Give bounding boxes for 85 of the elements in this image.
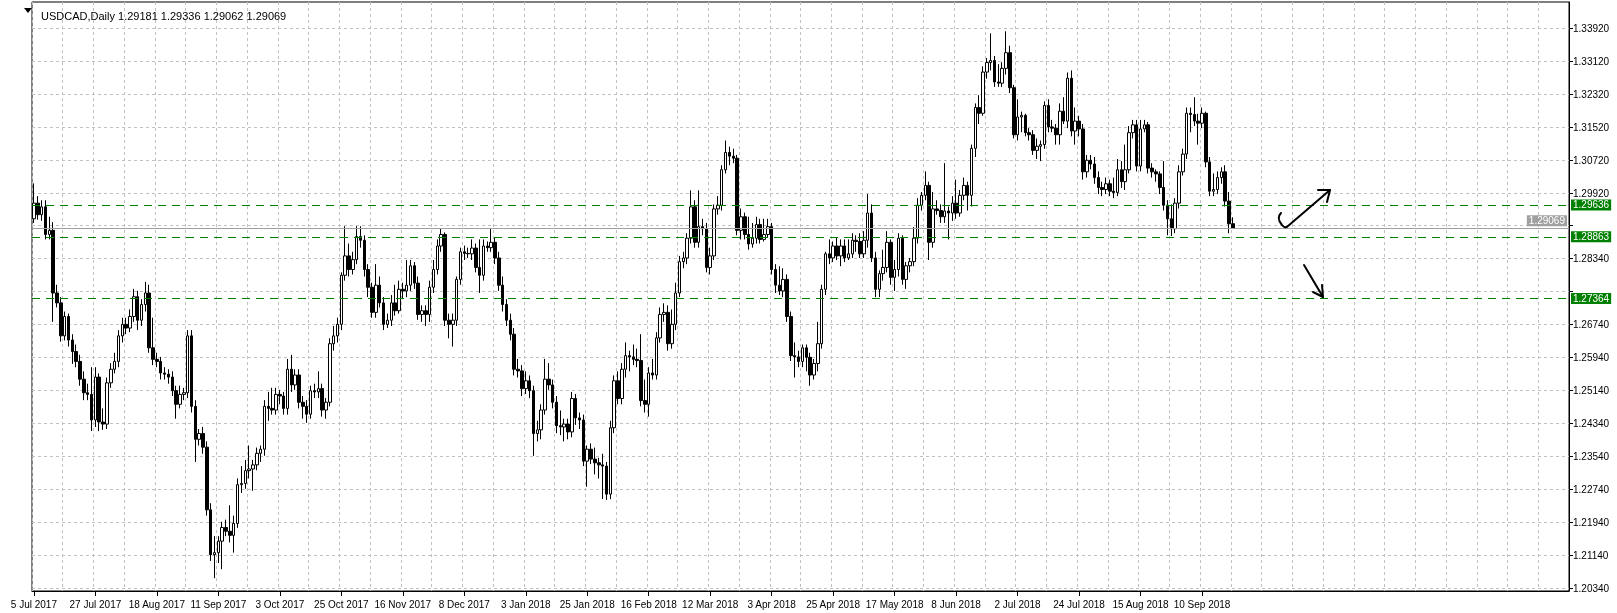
- x-tick-label: 24 Jul 2018: [1053, 598, 1106, 610]
- y-tick-label: 1.30720: [1573, 154, 1610, 166]
- y-tick-label: 1.32320: [1573, 88, 1610, 100]
- candlestick: [901, 234, 904, 286]
- x-tick-label: 15 Aug 2018: [1112, 598, 1170, 610]
- x-tick-label: 25 Apr 2018: [806, 598, 861, 610]
- candlestick: [94, 366, 97, 428]
- y-tick-label: 1.25940: [1573, 351, 1610, 363]
- y-tick-label: 1.22740: [1573, 483, 1610, 495]
- candlestick: [601, 453, 604, 500]
- candlestick: [851, 232, 854, 259]
- y-tick-label: 1.20340: [1573, 582, 1610, 594]
- candlestick: [801, 344, 804, 368]
- candlestick: [1031, 129, 1035, 156]
- x-tick-label: 16 Nov 2017: [374, 598, 432, 610]
- y-tick-label: 1.24340: [1573, 417, 1610, 429]
- candlestick: [51, 221, 55, 323]
- x-tick-label: 25 Jan 2018: [559, 598, 616, 610]
- candlestick: [758, 218, 762, 245]
- y-tick-label: 1.28340: [1573, 252, 1610, 264]
- x-tick-label: 17 May 2018: [865, 598, 924, 610]
- x-tick-label: 11 Sep 2017: [190, 598, 247, 610]
- x-tick-label: 3 Oct 2017: [255, 598, 305, 610]
- candlestick: [831, 240, 835, 263]
- candlestick: [1116, 158, 1119, 197]
- x-tick-label: 3 Jan 2018: [501, 598, 551, 610]
- y-tick-label: 1.31520: [1573, 121, 1610, 133]
- x-tick-label: 16 Feb 2018: [620, 598, 678, 610]
- x-tick-label: 5 Jul 2017: [10, 598, 58, 610]
- candlestick: [405, 259, 408, 298]
- y-tick-label: 1.25140: [1573, 384, 1610, 396]
- candlestick: [1146, 121, 1150, 174]
- x-tick-label: 12 Mar 2018: [682, 598, 739, 610]
- candlestick: [397, 280, 401, 315]
- ref-line-label: 1.29636: [1573, 199, 1610, 211]
- candlestick: [747, 216, 750, 251]
- candlestick: [136, 290, 139, 331]
- candlestick: [570, 391, 574, 438]
- y-tick-label: 1.26740: [1573, 318, 1610, 330]
- candlestick: [697, 189, 700, 249]
- candlestick: [1108, 179, 1112, 197]
- candlestick: [274, 387, 278, 416]
- candlestick: [1024, 113, 1027, 137]
- x-tick-label: 18 Aug 2017: [128, 598, 186, 610]
- candlestick: [954, 179, 958, 220]
- candlestick: [1166, 199, 1169, 236]
- candlestick: [778, 265, 781, 296]
- candlestick: [220, 521, 224, 570]
- ref-line-label: 1.28863: [1573, 231, 1610, 243]
- candlestick: [705, 222, 708, 273]
- candlestick: [666, 304, 670, 352]
- candlestick: [286, 358, 289, 416]
- y-tick-label: 1.21940: [1573, 516, 1610, 528]
- candlestick: [374, 263, 378, 319]
- y-tick-label: 1.21140: [1573, 549, 1609, 561]
- x-tick-label: 8 Jun 2018: [931, 598, 982, 610]
- candlestick: [1162, 160, 1165, 212]
- candlestick: [309, 385, 312, 420]
- candlestick: [478, 238, 481, 294]
- candlestick: [1135, 119, 1138, 172]
- text: USDCAD,Daily 1.29181 1.29336 1.29062 1.29069: [41, 9, 287, 22]
- x-tick-label: 10 Sep 2018: [1173, 598, 1231, 610]
- candlestick: [44, 199, 47, 240]
- y-tick-label: 1.33120: [1573, 55, 1610, 67]
- candlestick: [593, 447, 597, 475]
- y-tick-label: 1.29920: [1573, 187, 1610, 199]
- ref-line-label: 1.27364: [1573, 293, 1610, 305]
- candlestick: [858, 232, 862, 259]
- x-tick-label: 2 Jul 2018: [994, 598, 1042, 610]
- y-tick-label: 1.33920: [1573, 22, 1610, 34]
- candlestick: [1139, 119, 1142, 172]
- candlestick: [1104, 177, 1108, 195]
- candlestick: [762, 218, 766, 242]
- ref-line-label: 1.29069: [1528, 215, 1566, 227]
- candlestick: [1216, 170, 1219, 195]
- x-tick-label: 8 Dec 2017: [438, 598, 491, 610]
- candlestick: [755, 216, 758, 245]
- candlestick: [839, 238, 843, 267]
- x-tick-label: 3 Apr 2018: [747, 598, 797, 610]
- candlestick: [843, 238, 846, 263]
- y-tick-label: 1.23540: [1573, 450, 1610, 462]
- x-tick-label: 27 Jul 2017: [69, 598, 122, 610]
- candlestick: [90, 366, 93, 432]
- candlestick: [159, 356, 162, 381]
- x-tick-label: 25 Oct 2017: [314, 598, 369, 610]
